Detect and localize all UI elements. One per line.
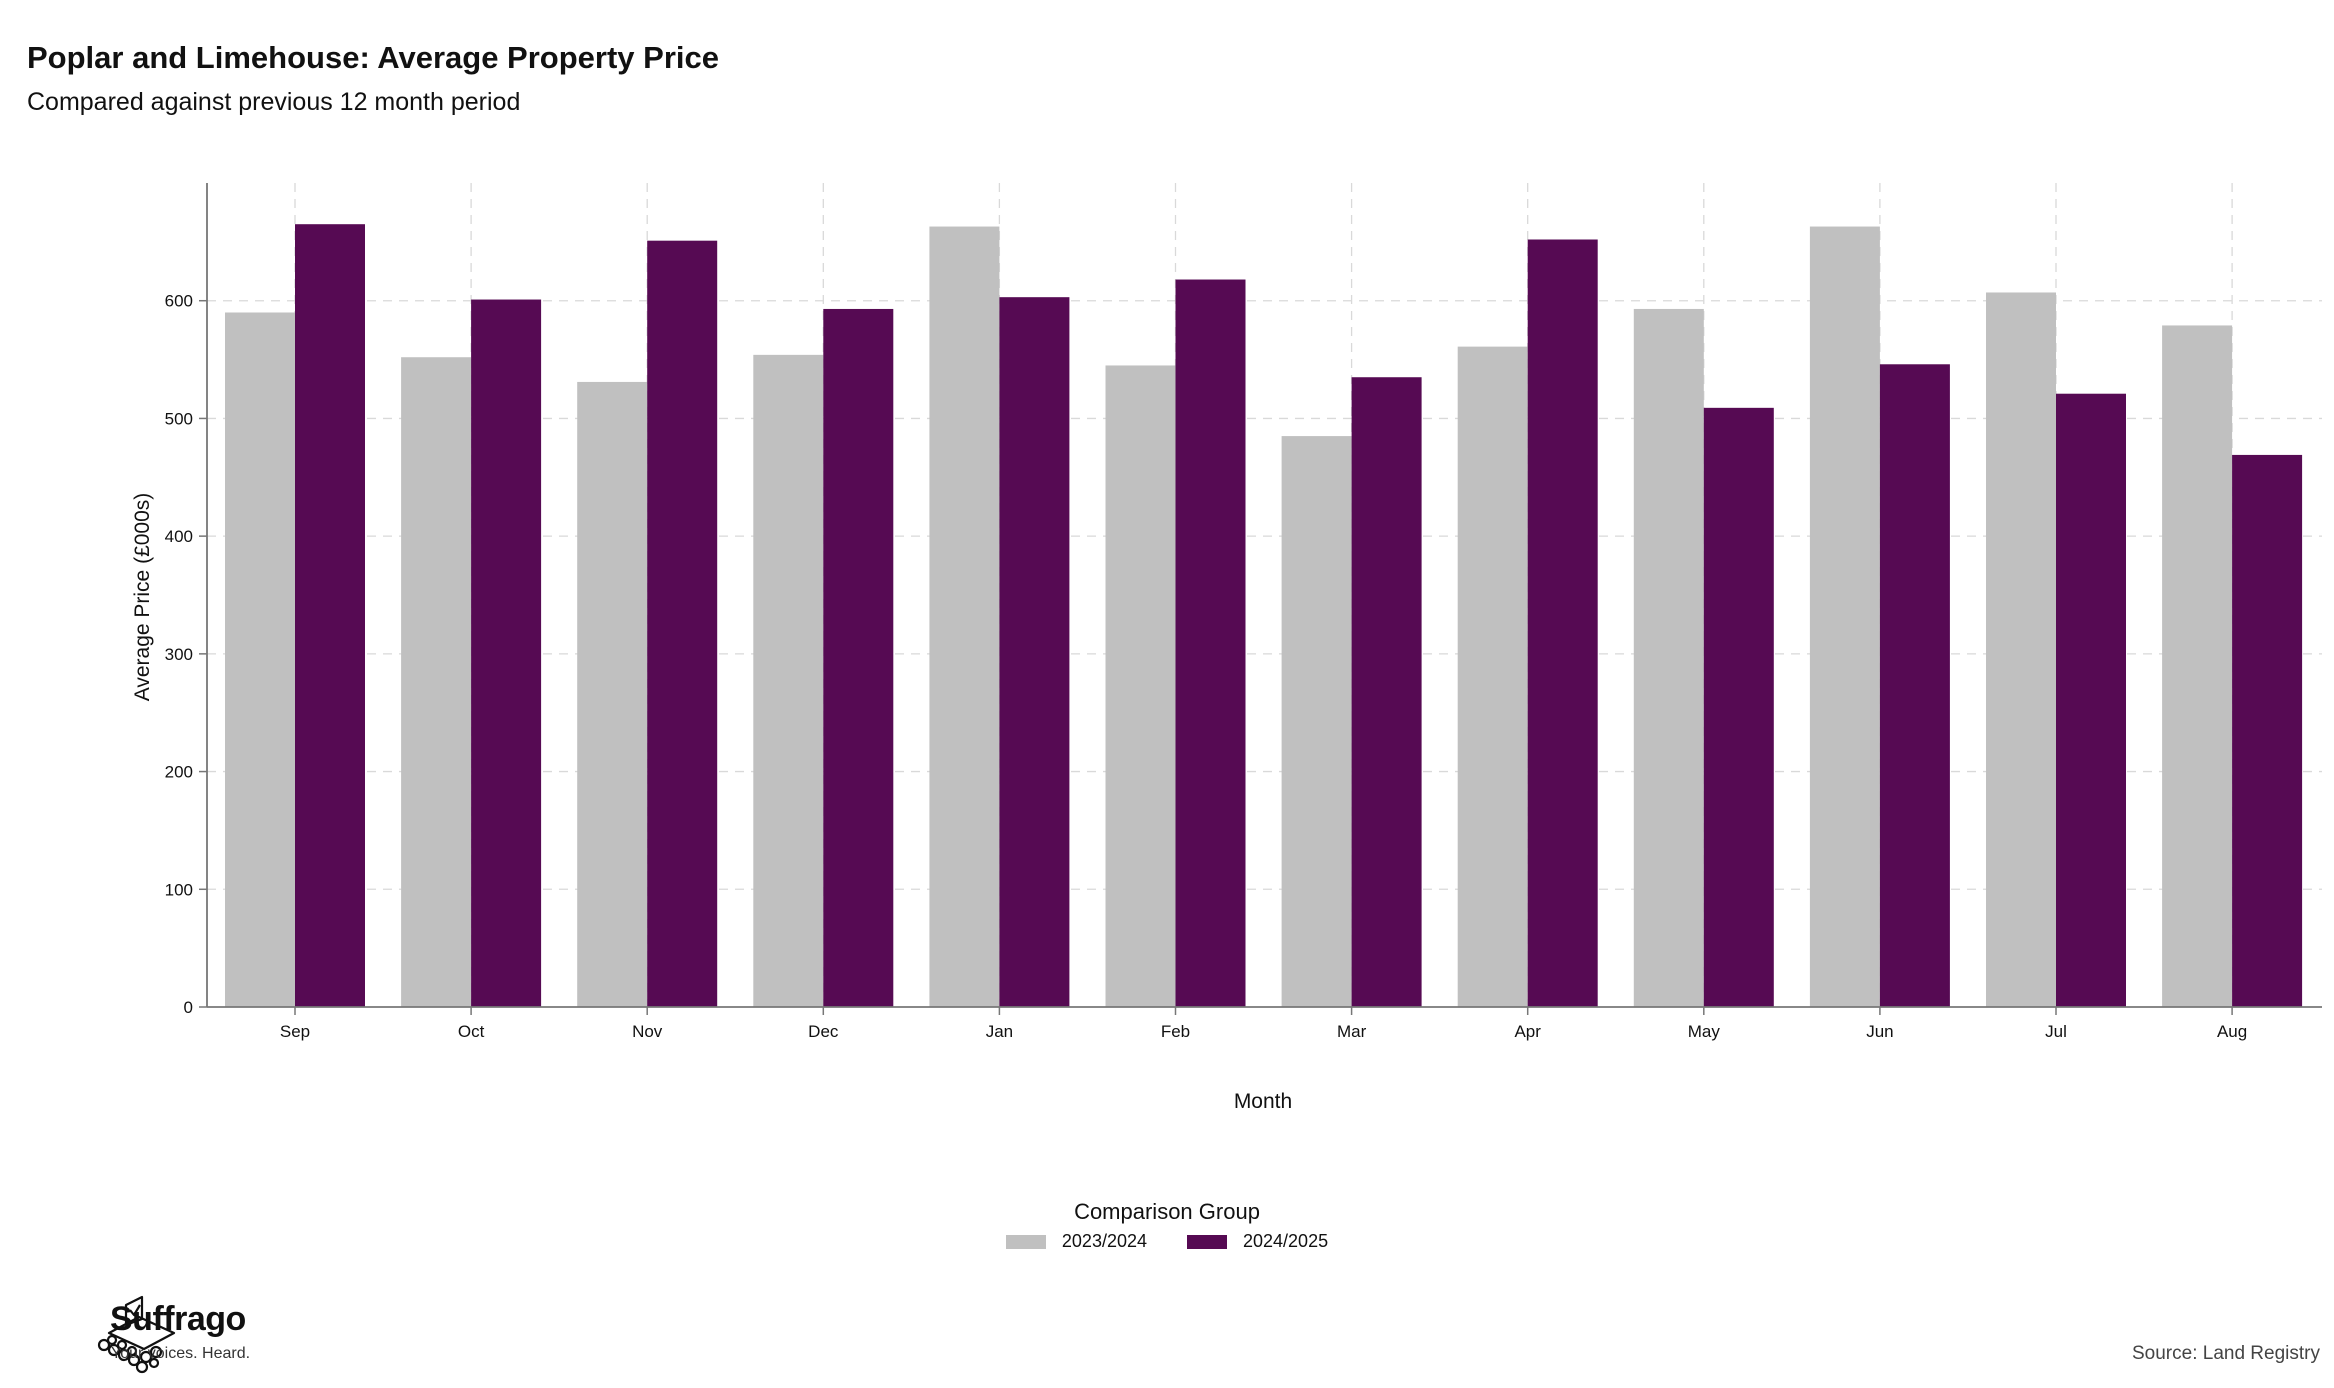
chart-title: Poplar and Limehouse: Average Property P… [27, 40, 719, 75]
bar-2024-2025-sep [295, 224, 365, 1007]
bar-2024-2025-jul [2056, 393, 2126, 1007]
x-tick-label: Feb [1161, 1022, 1190, 1041]
bar-2023-2024-jun [1809, 226, 1880, 1007]
x-tick-label: Dec [808, 1022, 839, 1041]
bar-2023-2024-mar [1281, 436, 1352, 1008]
bar-2023-2024-apr [1457, 346, 1528, 1007]
axes [199, 183, 2322, 1015]
legend-title: Comparison Group [1074, 1199, 1260, 1224]
y-tick-label: 100 [165, 880, 193, 899]
x-tick-label: Aug [2217, 1022, 2247, 1041]
x-tick-label: Apr [1514, 1022, 1541, 1041]
legend-items: 2023/2024 2024/2025 [1005, 1231, 1328, 1252]
bar-2023-2024-sep [225, 312, 295, 1007]
x-tick-label: Jul [2045, 1022, 2067, 1041]
x-tick-label: Jan [986, 1022, 1013, 1041]
bar-2023-2024-nov [577, 381, 648, 1007]
x-tick-label: Nov [632, 1022, 663, 1041]
bar-2024-2025-apr [1527, 239, 1598, 1007]
bar-2024-2025-nov [647, 240, 718, 1007]
legend-item: 2024/2025 [1187, 1231, 1328, 1252]
y-tick-label: 600 [165, 292, 193, 311]
x-tick-label: Oct [458, 1022, 485, 1041]
bar-2023-2024-oct [401, 357, 472, 1007]
legend-label: 2024/2025 [1243, 1231, 1329, 1251]
bar-2024-2025-jun [1879, 364, 1950, 1007]
x-tick-label: May [1688, 1022, 1721, 1041]
bar-2023-2024-aug [2162, 325, 2233, 1007]
bar-2023-2024-dec [753, 354, 824, 1007]
ballot-box-icon [97, 1295, 176, 1374]
y-tick-label: 300 [165, 645, 193, 664]
brand-name: Suffrago [110, 1300, 246, 1338]
grid-lines [207, 183, 2322, 1007]
y-axis-title: Average Price (£000s) [131, 493, 154, 702]
legend-item: 2023/2024 [1005, 1231, 1147, 1252]
bar-2023-2024-feb [1105, 365, 1176, 1007]
brand-tagline: Your voices. Heard. [111, 1345, 251, 1362]
x-tick-label: Sep [280, 1022, 310, 1041]
bar-2024-2025-dec [823, 308, 894, 1007]
legend-swatch [1005, 1234, 1046, 1249]
source-note: Source: Land Registry [2132, 1343, 2320, 1364]
bars [225, 224, 2303, 1008]
bar-2024-2025-oct [471, 299, 542, 1008]
bar-2024-2025-aug [2232, 454, 2303, 1007]
bar-2024-2025-may [1703, 407, 1774, 1007]
legend-label: 2023/2024 [1061, 1231, 1147, 1251]
bar-2024-2025-mar [1351, 377, 1422, 1007]
x-axis-title: Month [1234, 1090, 1292, 1113]
y-tick-label: 0 [184, 998, 193, 1017]
bar-2023-2024-jan [929, 226, 1000, 1007]
x-tick-label: Mar [1337, 1022, 1367, 1041]
y-tick-label: 400 [165, 527, 193, 546]
legend-swatch [1187, 1234, 1227, 1249]
x-tick-label: Jun [1866, 1022, 1893, 1041]
bar-2024-2025-jan [999, 297, 1070, 1007]
bar-2023-2024-jul [1986, 292, 2056, 1008]
legend: Comparison Group 2023/2024 2024/2025 [0, 1199, 2334, 1254]
chart-subtitle: Compared against previous 12 month perio… [27, 88, 521, 116]
y-tick-label: 200 [165, 763, 193, 782]
tick-labels: 0 100 200 300 400 500 600 Sep Oct Nov Dec Jan Feb Mar… [165, 292, 2248, 1041]
bar-2023-2024-may [1633, 308, 1704, 1007]
bar-2024-2025-feb [1175, 279, 1246, 1007]
y-tick-label: 500 [165, 409, 193, 428]
